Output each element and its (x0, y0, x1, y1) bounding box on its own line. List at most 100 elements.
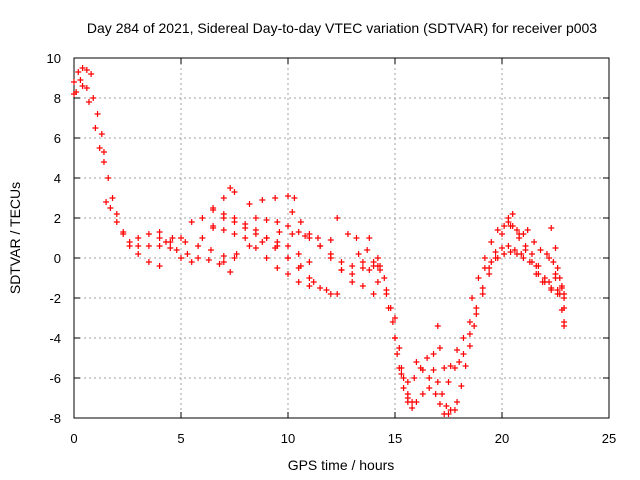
data-point (439, 391, 446, 397)
data-point (501, 251, 508, 257)
data-point (349, 271, 356, 277)
data-point (79, 83, 86, 89)
data-point (374, 279, 381, 285)
data-point (561, 305, 568, 311)
data-point (507, 249, 514, 255)
data-point (205, 257, 212, 263)
data-point (462, 363, 469, 369)
y-tick-label: -6 (49, 371, 61, 386)
data-point (227, 269, 234, 275)
data-point (558, 285, 565, 291)
data-point (488, 259, 495, 265)
data-point (135, 251, 142, 257)
data-point (366, 235, 373, 241)
data-point (505, 243, 512, 249)
x-tick-label: 10 (281, 431, 295, 446)
data-point (355, 251, 362, 257)
y-axis-label: SDTVAR / TECUs (7, 182, 23, 294)
data-point (359, 259, 366, 265)
data-point (178, 235, 184, 241)
data-point (220, 253, 227, 259)
data-point (419, 367, 426, 373)
data-point (469, 295, 476, 301)
chart-title: Day 284 of 2021, Sidereal Day-to-day VTE… (87, 20, 597, 36)
data-point (231, 231, 238, 237)
data-point (289, 231, 296, 237)
data-point (252, 215, 259, 221)
data-point (272, 245, 279, 251)
data-point (511, 247, 518, 253)
data-point (274, 239, 281, 245)
data-point (98, 131, 105, 137)
data-point (274, 265, 281, 271)
data-point (561, 319, 568, 325)
data-point (317, 285, 324, 291)
data-point (548, 287, 555, 293)
data-point (338, 259, 345, 265)
data-point (413, 359, 420, 365)
data-point (445, 379, 452, 385)
data-point (377, 263, 384, 269)
data-point (471, 323, 478, 329)
data-point (374, 255, 381, 261)
data-point (252, 245, 259, 251)
data-point (92, 125, 99, 131)
data-point (537, 247, 544, 253)
data-point (430, 367, 437, 373)
data-point (481, 255, 488, 261)
data-point (297, 263, 304, 269)
data-point (220, 195, 227, 201)
data-point (167, 245, 174, 251)
data-point (409, 405, 416, 411)
data-point (334, 215, 341, 221)
data-point (327, 237, 334, 243)
data-point (434, 379, 441, 385)
data-point (73, 89, 80, 95)
data-point (400, 385, 407, 391)
data-point (310, 279, 317, 285)
data-point (231, 189, 238, 195)
data-point (83, 67, 90, 73)
data-point (156, 243, 163, 249)
data-point (479, 285, 486, 291)
data-point (481, 265, 488, 271)
data-point (456, 359, 463, 365)
data-point (317, 243, 324, 249)
data-point (499, 245, 505, 251)
data-point (100, 149, 107, 155)
data-point (285, 255, 291, 261)
y-tick-label: -8 (49, 411, 61, 426)
data-point (302, 233, 309, 239)
data-point (499, 231, 505, 237)
data-point (297, 219, 304, 225)
data-point (466, 331, 473, 337)
data-point (454, 399, 461, 405)
data-point (436, 401, 443, 407)
y-tick-label: -4 (49, 331, 61, 346)
data-point (419, 391, 426, 397)
data-point (306, 231, 313, 237)
data-point (188, 219, 195, 225)
data-point (473, 305, 480, 311)
data-point (289, 209, 296, 215)
data-point (216, 261, 223, 267)
data-point (513, 251, 520, 257)
data-point (475, 275, 482, 281)
y-tick-label: 4 (54, 171, 61, 186)
data-point (274, 219, 281, 225)
data-point (554, 265, 561, 271)
data-point (184, 251, 191, 257)
data-point (385, 305, 392, 311)
data-point (370, 291, 377, 297)
data-point (338, 267, 345, 273)
data-point (528, 251, 535, 257)
data-point (178, 255, 184, 261)
data-point (210, 205, 217, 211)
data-point (400, 375, 407, 381)
data-point (103, 199, 110, 205)
x-tick-label: 20 (495, 431, 509, 446)
data-point (528, 259, 535, 265)
data-point (513, 227, 520, 233)
data-point (381, 275, 388, 281)
data-point (199, 215, 206, 221)
